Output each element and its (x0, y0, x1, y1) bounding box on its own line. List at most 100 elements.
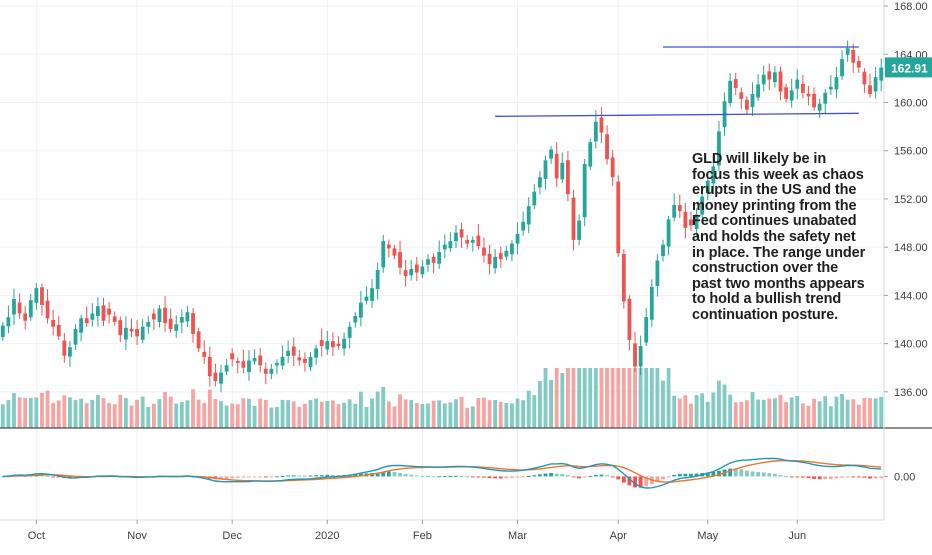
candle-body (649, 286, 654, 320)
candle-body (336, 343, 341, 347)
candle-body (795, 79, 800, 89)
volume-bar (778, 394, 783, 428)
candle-body (118, 320, 123, 336)
volume-bar (504, 402, 509, 428)
volume-bar (252, 405, 257, 428)
macd-histogram-bar (0, 476, 5, 478)
volume-bar (739, 401, 744, 428)
candle-body (112, 316, 117, 322)
time-tick-label: Mar (508, 530, 527, 542)
macd-line (2, 457, 882, 489)
volume-bar (677, 398, 682, 428)
volume-bar (800, 403, 805, 428)
candle-body (90, 313, 95, 320)
candle-body (17, 302, 22, 314)
candle-body (470, 239, 475, 243)
volume-bar (666, 368, 671, 428)
candle-body (784, 87, 788, 99)
volume-bar (107, 402, 112, 428)
candle-body (123, 327, 128, 340)
candle-body (34, 288, 39, 303)
candle-body (325, 341, 330, 350)
candle-body (454, 232, 458, 242)
macd-histogram-bar (409, 474, 414, 477)
volume-bar (437, 400, 442, 428)
macd-histogram-bar (772, 473, 777, 477)
volume-bar (174, 403, 179, 428)
volume-bar (196, 399, 201, 428)
candle-body (263, 368, 268, 374)
volume-bar (375, 391, 380, 428)
candle-body (386, 244, 391, 249)
time-tick-label: 2020 (315, 530, 339, 542)
volume-bar (571, 368, 576, 428)
candle-body (56, 325, 61, 337)
candle-body (599, 117, 604, 133)
candle-body (756, 84, 761, 98)
volume-bar (40, 392, 44, 428)
macd-histogram-bar (610, 476, 615, 478)
macd-histogram-bar (767, 473, 772, 477)
volume-bar (129, 405, 134, 428)
candle-body (521, 221, 526, 231)
volume-bar (868, 398, 872, 428)
volume-bar (207, 389, 212, 428)
volume-bar (487, 400, 492, 428)
price-tag-bg (885, 57, 932, 78)
volume-bar (879, 396, 884, 428)
volume-bar (247, 398, 251, 428)
price-tick-label: 140.00 (894, 339, 928, 351)
price-tick-label: 152.00 (894, 194, 928, 206)
volume-bar (28, 398, 33, 428)
volume-bar (230, 403, 235, 428)
time-tick-label: Dec (222, 530, 242, 542)
candle-body (269, 368, 274, 374)
candle-body (230, 353, 235, 360)
candle-body (683, 211, 688, 228)
volume-bar (448, 402, 453, 428)
macd-histogram-bar (398, 472, 402, 477)
macd-histogram-bar (403, 474, 408, 477)
candle-body (414, 264, 419, 273)
candle-body (275, 362, 279, 366)
volume-bar (179, 402, 184, 428)
candle-body (375, 270, 380, 290)
candle-body (364, 296, 369, 301)
volume-bar (185, 400, 190, 428)
macd-histogram-bar (448, 476, 453, 478)
volume-bar (163, 391, 167, 428)
annotation-text: GLD will likely be in focus this week as… (692, 151, 866, 323)
volume-bar (700, 393, 705, 428)
volume-bar (588, 368, 593, 428)
volume-bar (235, 404, 240, 428)
macd-histogram-bar (493, 476, 498, 479)
macd-histogram-bar (655, 476, 660, 482)
macd-histogram-bar (806, 476, 811, 479)
macd-histogram-bar (683, 473, 688, 477)
macd-histogram-bar (414, 475, 419, 477)
volume-bar (454, 399, 458, 428)
volume-bar (431, 400, 436, 428)
volume-bar (202, 402, 207, 428)
volume-bar (582, 368, 587, 428)
macd-histogram-bar (638, 476, 643, 488)
level-line (495, 112, 859, 117)
macd-histogram-bar (879, 476, 884, 479)
macd-histogram-bar (431, 476, 436, 478)
macd-histogram-bar (51, 476, 56, 478)
macd-histogram-bar (582, 476, 587, 478)
volume-bar (655, 368, 660, 428)
macd-histogram-bar (705, 472, 710, 477)
macd-histogram-bar (756, 472, 761, 477)
macd-histogram-bar (599, 474, 604, 477)
candle-body (207, 356, 212, 377)
volume-bar (168, 396, 173, 428)
volume-bar (627, 368, 632, 428)
macd-histogram-bar (437, 476, 442, 478)
macd-histogram-bar (817, 476, 822, 480)
volume-bar (308, 400, 313, 428)
volume-bar (610, 368, 615, 428)
volume-bar (34, 397, 39, 428)
macd-histogram-bar (420, 475, 425, 477)
